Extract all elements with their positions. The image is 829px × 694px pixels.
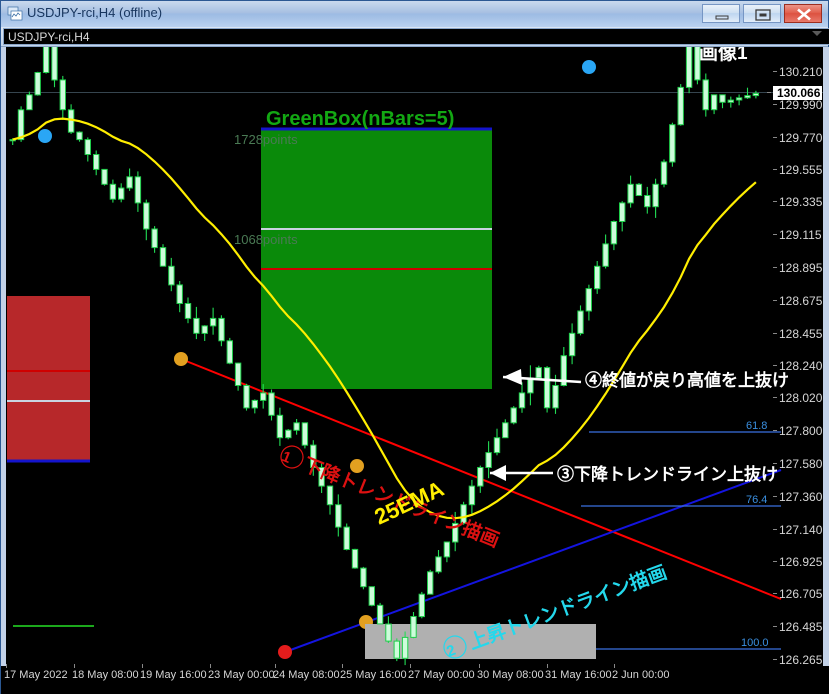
svg-text:1: 1 — [279, 448, 293, 467]
svg-text:画像1: 画像1 — [699, 47, 748, 64]
svg-text:2: 2 — [444, 642, 458, 661]
svg-text:③下降トレンドライン上抜け: ③下降トレンドライン上抜け — [557, 464, 778, 484]
svg-text:④終値が戻り高値を上抜け: ④終値が戻り高値を上抜け — [585, 370, 789, 390]
svg-text:上昇トレンドライン描画: 上昇トレンドライン描画 — [466, 560, 670, 654]
